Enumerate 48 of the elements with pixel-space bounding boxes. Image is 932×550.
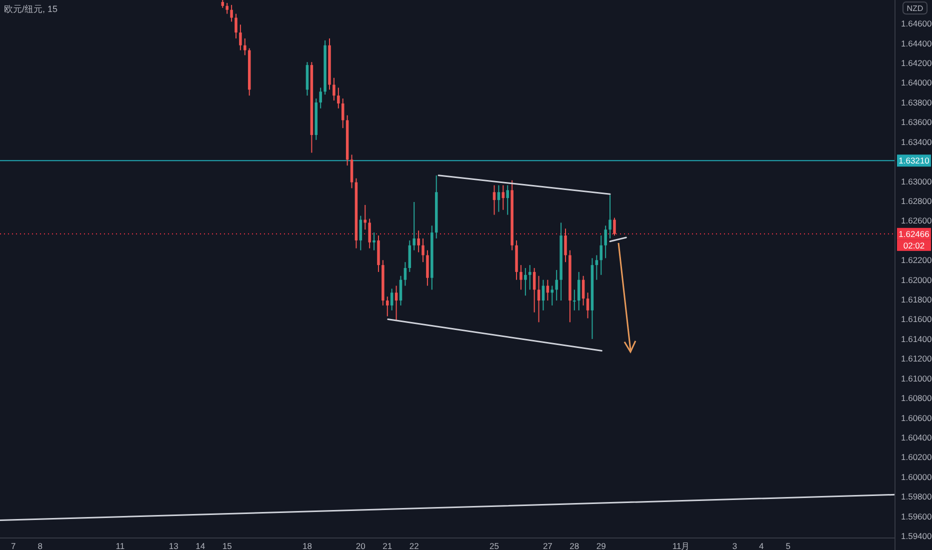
x-tick-label: 29 [596,540,606,550]
ref-line-label: 1.63210 [898,156,930,166]
y-tick-label: 1.64000 [901,78,932,88]
x-tick-label: 15 [222,540,232,550]
x-tick-label: 11月 [672,540,690,550]
x-tick-label: 28 [570,540,580,550]
y-axis-title: NZD [906,4,924,13]
x-tick-label: 18 [302,540,312,550]
y-tick-label: 1.62000 [901,274,932,285]
y-tick-label: 1.64200 [901,58,932,68]
y-tick-label: 1.59400 [901,531,932,542]
y-tick-label: 1.61200 [901,354,932,364]
x-tick-label: 11 [116,540,125,550]
x-tick-label: 21 [382,540,392,550]
x-tick-label: 5 [786,540,791,550]
y-tick-label: 1.62800 [901,196,932,206]
y-tick-label: 1.63800 [901,97,932,108]
y-tick-label: 1.60200 [901,452,932,462]
y-tick-label: 1.59600 [901,511,932,522]
ref-line-label: 1.62466 [898,228,930,239]
y-tick-label: 1.61400 [901,334,932,344]
y-tick-label: 1.61800 [901,294,932,305]
y-tick-label: 1.61000 [901,373,932,384]
y-tick-label: 1.60800 [901,393,932,404]
y-tick-label: 1.60000 [901,472,932,482]
y-tick-label: 1.60400 [901,432,932,442]
x-tick-label: 7 [10,540,16,550]
x-tick-label: 13 [168,540,179,550]
y-tick-label: 1.62600 [901,216,932,226]
y-tick-label: 1.63600 [901,117,932,128]
x-tick-label: 20 [356,540,366,550]
y-tick-label: 1.61600 [901,314,932,324]
x-tick-label: 22 [409,540,420,550]
x-tick-label: 8 [38,540,43,550]
text: 欧元/纽元, 15 [4,4,58,14]
y-tick-label: 1.60600 [901,412,932,423]
x-tick-label: 4 [759,540,764,550]
text: 02:02 [903,240,925,250]
x-tick-label: 14 [196,540,206,550]
y-tick-label: 1.64600 [901,18,932,29]
y-tick-label: 1.62200 [901,255,932,266]
y-tick-label: 1.59800 [901,492,932,502]
y-tick-label: 1.63400 [901,136,932,147]
x-tick-label: 25 [490,540,500,550]
y-tick-label: 1.63000 [901,176,932,186]
x-tick-label: 3 [732,540,738,550]
x-tick-label: 27 [542,540,553,550]
y-tick-label: 1.64400 [901,38,932,48]
